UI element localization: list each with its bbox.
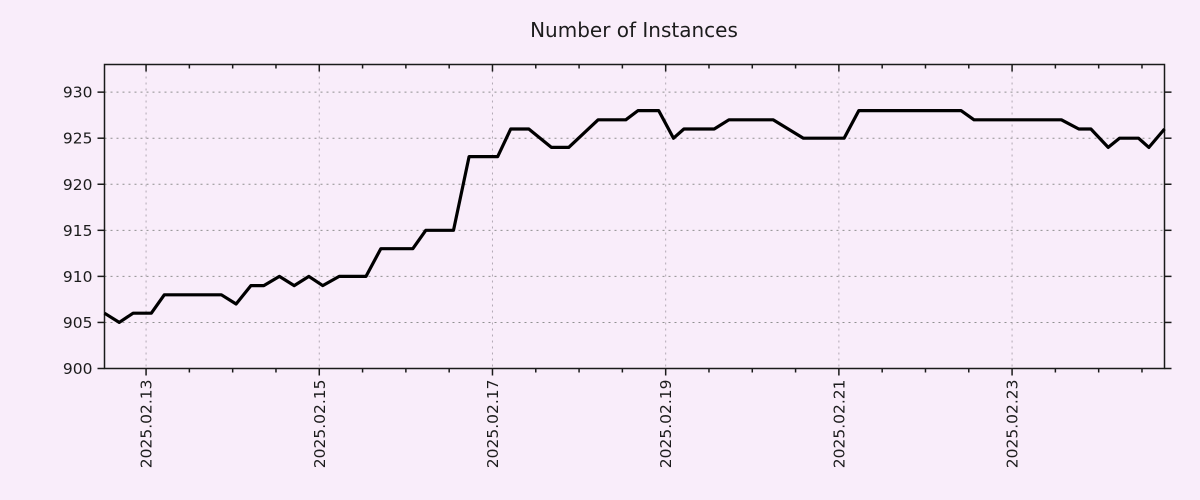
y-tick-label: 905 xyxy=(63,314,93,332)
x-tick-label: 2025.02.23 xyxy=(1004,380,1022,469)
chart-title: Number of Instances xyxy=(530,18,738,42)
y-tick-label: 900 xyxy=(63,360,93,378)
y-tick-label: 910 xyxy=(63,268,93,286)
x-tick-label: 2025.02.19 xyxy=(657,380,675,469)
series-line xyxy=(103,108,1166,324)
plot-border xyxy=(103,63,1166,370)
y-tick-label: 920 xyxy=(63,176,93,194)
y-tick-label: 930 xyxy=(63,84,93,102)
grid-layer xyxy=(104,64,1165,369)
x-tick-label: 2025.02.15 xyxy=(311,380,329,469)
x-tick-label: 2025.02.21 xyxy=(830,380,848,469)
x-tick-label: 2025.02.13 xyxy=(138,380,156,469)
x-tick-label: 2025.02.17 xyxy=(484,380,502,469)
series-layer xyxy=(103,108,1166,324)
y-tick-label: 925 xyxy=(63,130,93,148)
y-tick-label: 915 xyxy=(63,222,93,240)
axis-layer: 900 905 910 915 920 925 930 2025.02.13 2025.02.1… xyxy=(63,63,1172,469)
